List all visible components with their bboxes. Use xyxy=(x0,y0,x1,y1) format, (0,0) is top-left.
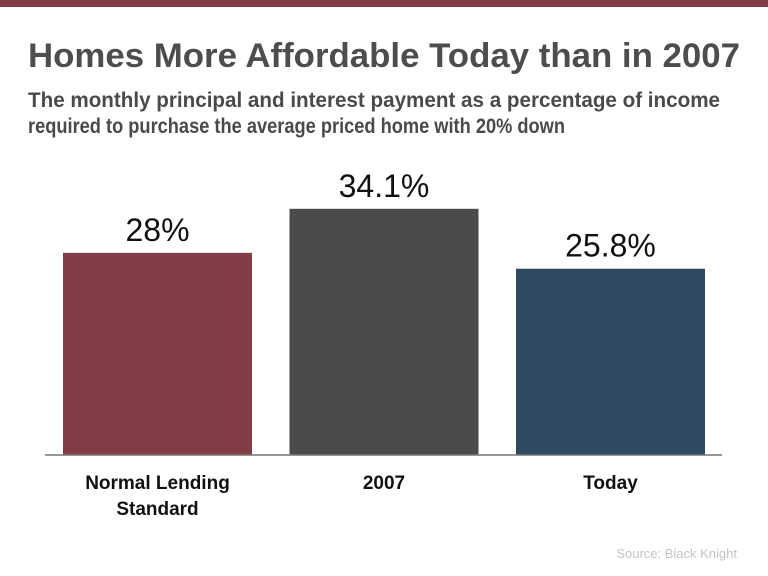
chart-title: Homes More Affordable Today than in 2007 xyxy=(28,37,740,75)
category-label-1: 2007 xyxy=(363,473,405,494)
data-label-1: 34.1% xyxy=(339,168,430,204)
category-label-2: Today xyxy=(583,473,638,494)
bar-2 xyxy=(516,268,705,455)
bar-1 xyxy=(289,208,479,455)
top-stripe xyxy=(0,0,768,7)
category-label-0: Normal Lending xyxy=(85,473,230,494)
bar-0 xyxy=(63,252,252,455)
chart-subtitle-line2: required to purchase the average priced … xyxy=(28,115,565,138)
source-note: Source: Black Knight xyxy=(616,546,737,561)
data-label-2: 25.8% xyxy=(565,228,656,264)
data-label-0: 28% xyxy=(125,212,189,248)
chart-subtitle-line1: The monthly principal and interest payme… xyxy=(28,89,720,112)
category-label-0: Standard xyxy=(116,499,198,520)
